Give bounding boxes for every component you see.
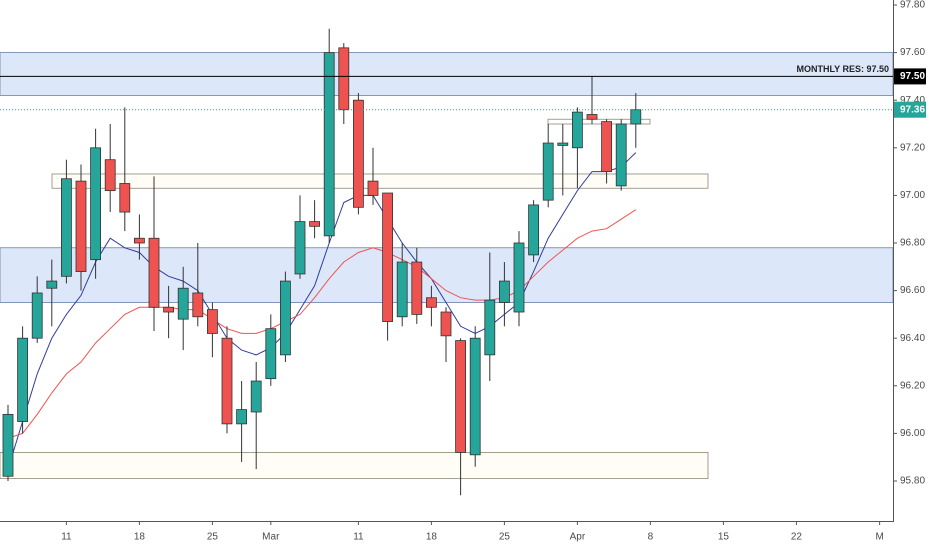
candle-body [484,299,496,356]
candle-body [396,261,408,318]
x-tick-label: 18 [134,532,146,543]
price-badge-label: 97.36 [900,104,925,115]
candle-body [104,159,116,192]
candle-body [411,261,423,315]
y-tick-label: 96.00 [900,428,925,439]
zone [0,52,893,96]
price-badge [894,68,926,85]
zone [0,452,709,480]
candle-body [236,409,248,425]
price-line-label: MONTHLY RES: 97.50 [796,64,889,74]
x-tick-label: 18 [426,532,438,543]
x-tick-label: 25 [499,532,511,543]
candle-body [221,337,233,425]
x-tick-label: 25 [207,532,219,543]
candle-body [279,280,291,356]
x-tick-label: 11 [353,532,364,543]
zone [547,118,651,125]
candle-body [542,142,554,201]
x-tick-label: 8 [648,532,654,543]
candle-body [90,147,101,261]
candle-body [455,340,467,453]
y-tick-label: 97.20 [900,142,925,153]
candle-body [206,309,218,334]
candle-body [630,109,642,125]
y-tick-label: 95.80 [900,476,925,487]
y-tick-label: 97.80 [900,0,925,11]
candle-body [601,121,612,173]
candle-body [382,192,394,322]
candle-body [294,221,306,275]
plot-area [0,28,893,496]
candle-body [338,47,350,111]
candle-body [528,204,539,256]
candle-body [425,297,437,308]
candle-body [133,237,145,244]
candle-body [192,292,204,318]
candle-body [586,114,598,120]
y-tick-label: 96.40 [900,333,925,344]
price-badge [894,101,926,118]
candle-body [265,328,277,380]
candle-body [119,183,131,213]
x-tick-label: 15 [718,532,730,543]
candle-body [309,221,321,227]
candle-body [469,337,481,456]
candle-body [513,242,525,313]
candle-body [148,237,160,308]
candle-body [615,123,627,187]
candle-body [498,280,510,303]
candle-body [250,380,262,413]
x-tick-label: M [875,532,883,543]
candle-body [61,178,72,277]
candle-body [46,280,58,289]
candle-body [572,111,583,149]
x-tick-label: Mar [262,532,280,543]
moving-average [7,152,637,470]
candle-body [323,52,335,237]
zone [0,247,893,303]
price-badge-label: 97.50 [900,71,925,82]
y-tick-label: 96.20 [900,380,925,391]
candle-body [177,287,189,320]
candle-body [75,180,87,272]
candle-body [367,180,379,196]
moving-average [7,209,637,439]
candle-body [2,413,14,477]
y-tick-label: 96.60 [900,285,925,296]
y-tick-label: 97.00 [900,190,925,201]
y-tick-label: 97.40 [900,95,925,106]
candle-body [163,306,175,313]
x-tick-label: 22 [791,532,803,543]
x-tick-label: Apr [570,532,586,543]
candle-body [31,292,43,339]
candle-body [352,99,364,208]
x-tick-label: 11 [61,532,72,543]
y-tick-label: 97.60 [900,47,925,58]
zone [51,173,709,189]
y-tick-label: 96.80 [900,238,925,249]
candle-body [17,337,29,422]
candle-body [557,142,569,146]
candle-body [440,311,452,337]
